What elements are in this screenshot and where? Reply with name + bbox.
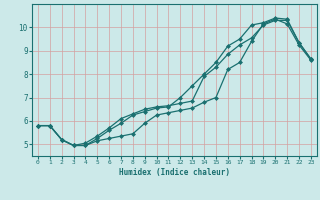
X-axis label: Humidex (Indice chaleur): Humidex (Indice chaleur) [119,168,230,177]
